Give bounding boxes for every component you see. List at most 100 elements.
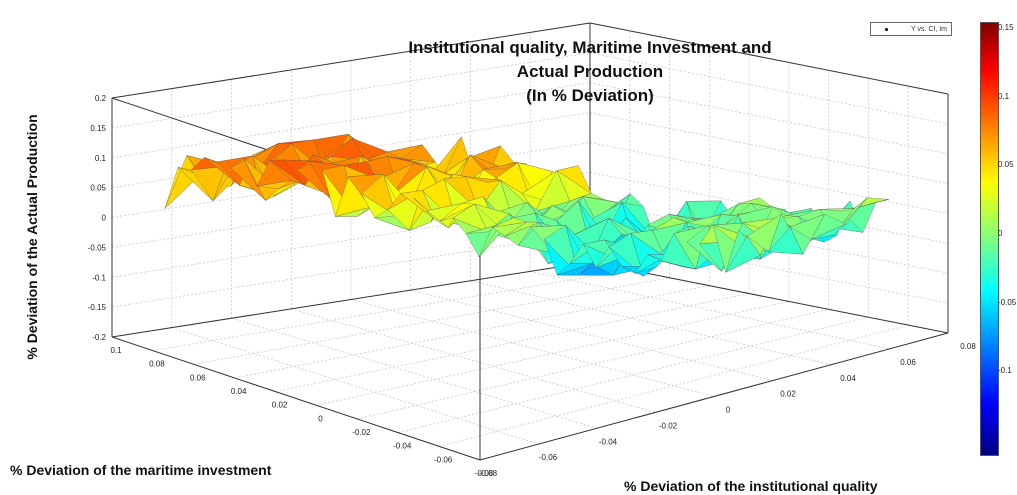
surface-facet xyxy=(725,236,761,273)
floor-grid-line xyxy=(530,270,890,350)
floor-grid-line xyxy=(357,308,829,420)
floor-grid-line xyxy=(291,308,656,413)
y-tick-label: 0.08 xyxy=(960,342,976,351)
surface-facet xyxy=(164,155,201,209)
surface-facet xyxy=(190,166,227,202)
x-tick-label: 0.1 xyxy=(110,346,122,355)
surface-facet xyxy=(361,173,397,217)
surface-facet xyxy=(422,164,458,178)
axes-grid xyxy=(111,22,949,461)
x-tick-label: 0 xyxy=(318,414,323,423)
z-tick-label: -0.1 xyxy=(92,273,106,282)
x-tick-label: 0.08 xyxy=(149,360,165,369)
wall-grid-line xyxy=(111,82,591,159)
surface-facet xyxy=(343,161,380,180)
colorbar-tick-label: 0.05 xyxy=(998,160,1014,170)
surface-facet xyxy=(768,226,804,255)
colorbar-tick-label: 0 xyxy=(998,229,1003,238)
wall-grid-line xyxy=(589,201,949,274)
box-edge xyxy=(111,261,591,338)
title-line-3: (In % Deviation) xyxy=(526,86,654,105)
z-tick-label: -0.15 xyxy=(88,303,107,312)
floor-grid-line xyxy=(439,324,909,447)
colorbar-tick-label: -0.1 xyxy=(998,366,1012,376)
wall-grid-line xyxy=(589,142,949,214)
surface-facet xyxy=(269,160,305,186)
wall-grid-line xyxy=(111,201,591,278)
z-tick-label: 0.15 xyxy=(90,124,106,133)
floor-grid-line xyxy=(171,327,539,445)
y-tick-label: 0.02 xyxy=(780,390,796,399)
tick-labels: 0.2 0.15 0.1 0.05 0 -0.05 -0.1 -0.15 -0.2 0.1 0.08… xyxy=(88,94,977,478)
y-tick-label: -0.02 xyxy=(659,421,678,430)
floor-grid-line xyxy=(410,289,773,382)
title-line-1: Institutional quality, Maritime Investme… xyxy=(408,38,772,57)
surface-facet xyxy=(483,162,518,170)
surface-facet xyxy=(452,203,488,233)
x-tick-label: 0.04 xyxy=(231,387,247,396)
surface-facet xyxy=(686,214,722,227)
box-edge xyxy=(111,336,481,461)
colorbar-tick-label: 0.1 xyxy=(998,91,1010,101)
surface-facet xyxy=(256,143,292,172)
wall-grid-line xyxy=(589,171,949,244)
x-tick-label: 0.02 xyxy=(272,401,288,410)
surface-facet xyxy=(811,223,846,240)
x-tick-label: -0.02 xyxy=(352,428,371,437)
wall-grid-line xyxy=(589,82,949,155)
x-tick-label: 0.06 xyxy=(190,373,206,382)
surface-facet xyxy=(789,214,825,240)
floor-grid-line xyxy=(470,280,832,366)
y-tick-label: -0.08 xyxy=(479,469,498,478)
z-axis-label: % Deviation of the Actual Production xyxy=(24,114,40,360)
floor-grid-line xyxy=(193,277,670,365)
surface-facet xyxy=(832,197,868,236)
z-tick-label: 0.2 xyxy=(95,94,107,103)
surface-facet xyxy=(574,218,609,235)
floor-grid-line xyxy=(350,299,715,397)
y-tick-label: 0 xyxy=(726,406,731,415)
z-tick-label: 0.05 xyxy=(90,184,106,193)
x-tick-label: -0.06 xyxy=(434,455,453,464)
x-tick-label: -0.04 xyxy=(393,442,412,451)
chart-title: Institutional quality, Maritime Investme… xyxy=(300,36,880,108)
surface-facet xyxy=(400,144,436,163)
box-edge xyxy=(479,332,949,461)
surface-facet xyxy=(608,233,644,277)
surface-facet xyxy=(543,225,579,276)
surface-facet xyxy=(746,213,782,252)
box-edge xyxy=(111,22,591,99)
surface-facet xyxy=(630,230,666,258)
surface-facet xyxy=(557,263,592,276)
floor-grid-line xyxy=(275,293,750,393)
floor-grid-line xyxy=(398,316,869,434)
surface-facet xyxy=(439,203,475,222)
legend-marker xyxy=(885,28,888,31)
y-tick-label: 0.04 xyxy=(840,374,856,383)
z-tick-label: 0 xyxy=(102,214,107,223)
surface-facet xyxy=(556,165,592,194)
z-tick-label: -0.05 xyxy=(88,243,107,252)
colorbar-tick-label: -0.05 xyxy=(998,297,1017,307)
z-tick-label: 0.1 xyxy=(95,154,107,163)
surface-facet xyxy=(335,207,371,217)
legend: Y vs. CI, Im xyxy=(870,22,952,36)
surface-facet xyxy=(582,196,618,203)
surface-facet xyxy=(652,217,688,231)
surface-facet xyxy=(330,138,366,161)
surface-facet xyxy=(820,208,855,212)
x-tick-label: -0.08 xyxy=(475,469,494,478)
surface-facet xyxy=(854,199,889,209)
surface-facet xyxy=(391,163,428,196)
data-surface xyxy=(164,133,889,277)
y-tick-label: -0.04 xyxy=(599,437,618,446)
colorbar xyxy=(980,22,999,456)
surface-facet xyxy=(492,217,527,228)
x-axis-label: % Deviation of the maritime investment xyxy=(10,462,272,478)
wall-grid-line xyxy=(589,52,949,125)
y-tick-label: -0.06 xyxy=(539,453,558,462)
z-tick-label: -0.2 xyxy=(92,333,106,342)
surface-facet xyxy=(465,176,501,183)
legend-label: Y vs. CI, Im xyxy=(910,26,947,33)
